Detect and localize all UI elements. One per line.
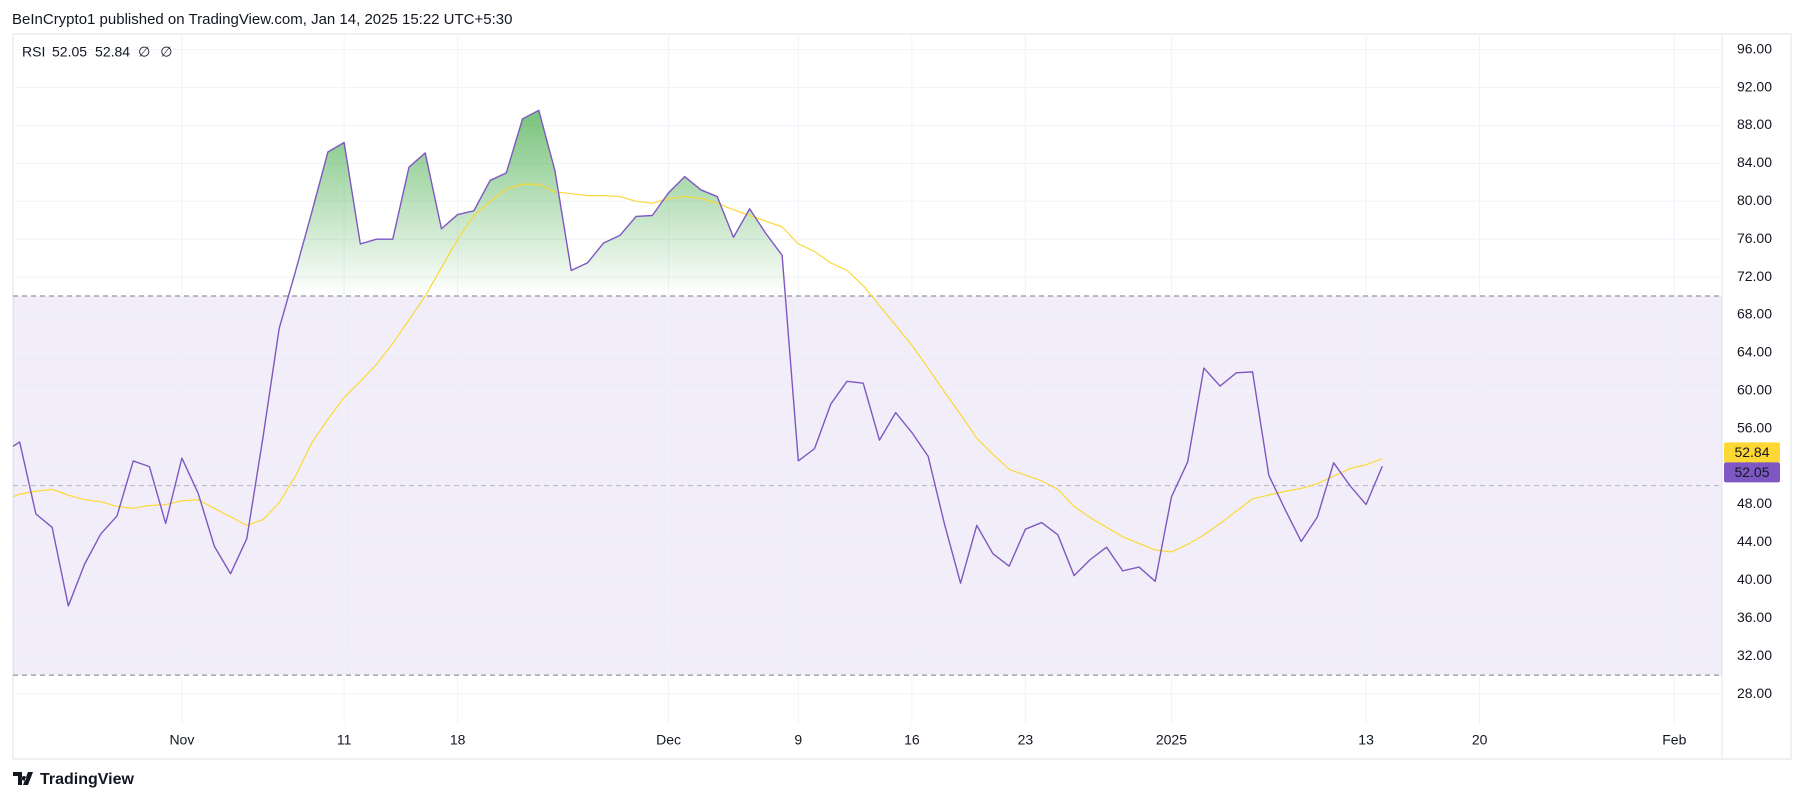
x-tick-label: 23 <box>1018 732 1034 748</box>
last-value-badge <box>1724 442 1780 463</box>
legend-symbol: ∅ <box>138 44 150 60</box>
y-tick-label: 48.00 <box>1737 495 1772 511</box>
x-tick-label: 13 <box>1358 732 1374 748</box>
x-tick-label: 18 <box>450 732 466 748</box>
x-tick-label: Nov <box>169 732 194 748</box>
y-tick-label: 36.00 <box>1737 609 1772 625</box>
grid-layer <box>13 34 1722 724</box>
y-tick-label: 92.00 <box>1737 78 1772 94</box>
y-tick-label: 32.00 <box>1737 647 1772 663</box>
x-tick-label: Feb <box>1662 732 1686 748</box>
overbought-fill-group <box>288 110 786 297</box>
published-by: BeInCrypto1 published on TradingView.com… <box>12 11 512 28</box>
last-value-label: 52.05 <box>1734 464 1769 480</box>
plot-layer <box>13 109 1383 607</box>
y-tick-label: 28.00 <box>1737 685 1772 701</box>
logo-glyph <box>13 772 33 785</box>
legend-label: RSI <box>22 44 45 60</box>
x-tick-label: 9 <box>794 732 802 748</box>
x-tick-label: 20 <box>1472 732 1488 748</box>
y-tick-label: 76.00 <box>1737 230 1772 246</box>
y-tick-label: 44.00 <box>1737 533 1772 549</box>
y-tick-label: 56.00 <box>1737 419 1772 435</box>
tradingview-logo <box>13 772 33 785</box>
rsi-line <box>13 109 1383 607</box>
legend-value: 52.84 <box>95 44 130 60</box>
y-tick-label: 84.00 <box>1737 154 1772 170</box>
brand-name: TradingView <box>40 771 135 788</box>
y-tick-label: 96.00 <box>1737 40 1772 56</box>
x-tick-label: Dec <box>656 732 681 748</box>
overbought-fill <box>288 110 786 297</box>
last-value-label: 52.84 <box>1734 444 1769 460</box>
y-tick-label: 72.00 <box>1737 268 1772 284</box>
y-tick-label: 64.00 <box>1737 344 1772 360</box>
x-tick-label: 2025 <box>1156 732 1187 748</box>
y-tick-label: 60.00 <box>1737 382 1772 398</box>
y-tick-label: 40.00 <box>1737 571 1772 587</box>
x-tick-label: 11 <box>337 732 352 748</box>
pane-border <box>12 33 1792 760</box>
y-tick-label: 80.00 <box>1737 192 1772 208</box>
legend-symbol: ∅ <box>160 44 172 60</box>
y-tick-label: 88.00 <box>1737 116 1772 132</box>
legend: RSI 52.05 52.84 ∅ ∅ <box>22 44 173 60</box>
legend-value: 52.05 <box>52 44 87 60</box>
rsi-ma-line <box>13 183 1383 553</box>
last-value-badge <box>1724 462 1780 483</box>
axis-layer: 28.0032.0036.0040.0044.0048.0052.0056.00… <box>169 40 1780 748</box>
x-tick-label: 16 <box>904 732 920 748</box>
y-tick-label: 68.00 <box>1737 306 1772 322</box>
